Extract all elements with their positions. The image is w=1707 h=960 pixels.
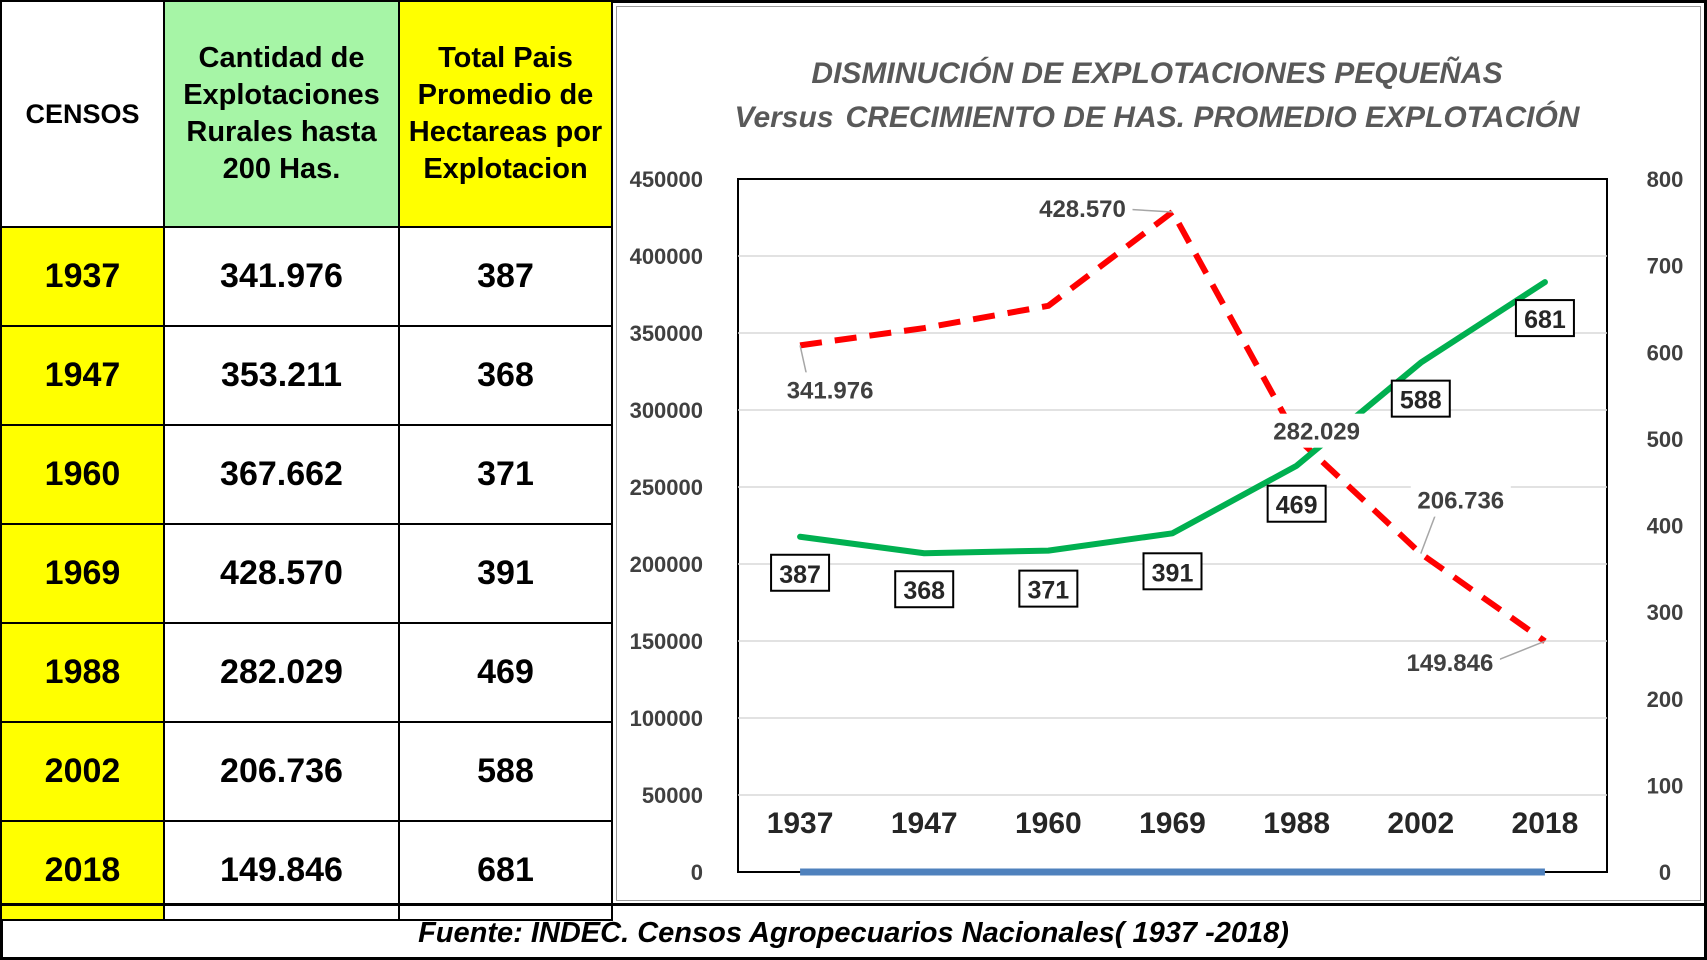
table-row: 1947 353.211 368: [0, 325, 613, 426]
data-label: 149.846: [1407, 650, 1494, 677]
row-year: 2002: [0, 721, 165, 822]
data-label-box: [1266, 484, 1327, 523]
row-explotaciones: 206.736: [163, 721, 400, 822]
chart-subtitle-main: CRECIMIENTO DE HAS. PROMEDIO EXPLOTACIÓN: [846, 100, 1581, 134]
table-row: 2002 206.736 588: [0, 721, 613, 822]
series-line-0: [799, 209, 1547, 644]
right-axis-tick-label: 400: [1647, 514, 1684, 539]
line-chart: DISMINUCIÓN DE EXPLOTACIONES PEQUEÑAS Ve…: [630, 56, 1684, 885]
chart-area: DISMINUCIÓN DE EXPLOTACIONES PEQUEÑAS Ve…: [616, 6, 1701, 901]
left-axis-tick-label: 450000: [630, 167, 703, 192]
data-label-box: [1142, 552, 1203, 591]
row-year: 1937: [0, 226, 165, 327]
left-axis-tick-label: 150000: [630, 629, 703, 654]
left-axis-tick-label: 250000: [630, 475, 703, 500]
left-axis-tick-label: 400000: [630, 244, 703, 269]
header-explotaciones: Cantidad de Explotaciones Rurales hasta …: [163, 0, 400, 228]
row-explotaciones: 341.976: [163, 226, 400, 327]
series-lines: [797, 209, 1548, 876]
data-label-box: [1018, 569, 1079, 608]
table-row: 1960 367.662 371: [0, 424, 613, 525]
row-year: 1988: [0, 622, 165, 723]
data-label-bg: [780, 372, 881, 407]
row-explotaciones: 353.211: [163, 325, 400, 426]
left-axis-tick-label: 100000: [630, 706, 703, 731]
data-label-box: [1514, 299, 1575, 338]
left-axis-tick-label: 350000: [630, 321, 703, 346]
data-label: 588: [1400, 387, 1442, 415]
row-year: 1960: [0, 424, 165, 525]
data-label: 282.029: [1273, 419, 1360, 446]
right-axis-tick-label: 600: [1647, 340, 1684, 365]
data-label: 469: [1276, 492, 1318, 520]
axis-ticks: 0 50000 100000 150000 200000 250000 300000 3500…: [630, 167, 1684, 885]
right-axis-tick-label: 0: [1659, 860, 1671, 885]
plot-area-border: [737, 178, 1608, 873]
data-label: 368: [903, 577, 945, 605]
x-axis-tick-label: 2018: [1512, 807, 1579, 840]
row-explotaciones: 282.029: [163, 622, 400, 723]
data-label: 206.736: [1417, 488, 1504, 515]
x-axis-tick-label: 2002: [1387, 807, 1454, 840]
source-footer: Fuente: INDEC. Censos Agropecuarios Naci…: [0, 903, 1707, 960]
data-label: 681: [1524, 306, 1566, 334]
row-promedio: 588: [398, 721, 613, 822]
data-label-bg: [1266, 413, 1367, 448]
x-axis-tick-label: 1937: [767, 807, 834, 840]
table-row: 1988 282.029 469: [0, 622, 613, 723]
left-axis-tick-label: 0: [691, 860, 703, 885]
left-axis-tick-label: 200000: [630, 552, 703, 577]
right-axis-tick-label: 800: [1647, 167, 1684, 192]
data-label-bg: [1399, 645, 1500, 680]
data-label-box: [894, 570, 955, 609]
data-label: 341.976: [787, 377, 874, 404]
row-year: 1969: [0, 523, 165, 624]
header-censos: CENSOS: [0, 0, 165, 228]
x-axis-tick-label: 1960: [1015, 807, 1082, 840]
x-axis-tick-label: 1947: [891, 807, 958, 840]
data-label: 387: [779, 561, 821, 589]
table-row: 1969 428.570 391: [0, 523, 613, 624]
data-label: 391: [1152, 559, 1194, 587]
row-year: 1947: [0, 325, 165, 426]
right-axis-tick-label: 100: [1647, 773, 1684, 798]
chart-subtitle-prefix: Versus: [735, 101, 834, 134]
x-axis-tick-label: 1969: [1139, 807, 1206, 840]
right-axis-tick-label: 200: [1647, 687, 1684, 712]
row-promedio: 391: [398, 523, 613, 624]
data-label-bg: [1032, 191, 1133, 226]
row-promedio: 469: [398, 622, 613, 723]
table-row: 1937 341.976 387: [0, 226, 613, 327]
data-labels: 341.976 428.570 282.029 206.736 149.846 387 36…: [770, 191, 1575, 680]
right-axis-tick-label: 500: [1647, 427, 1684, 452]
data-label-box: [770, 553, 831, 592]
left-axis-tick-label: 50000: [642, 783, 703, 808]
chart-title: DISMINUCIÓN DE EXPLOTACIONES PEQUEÑAS: [811, 56, 1502, 90]
series-line-1: [797, 279, 1548, 557]
left-axis-tick-label: 300000: [630, 398, 703, 423]
chart-subtitle: Versus CRECIMIENTO DE HAS. PROMEDIO EXPLO…: [735, 100, 1581, 134]
row-explotaciones: 428.570: [163, 523, 400, 624]
row-promedio: 371: [398, 424, 613, 525]
row-explotaciones: 367.662: [163, 424, 400, 525]
right-axis-tick-label: 700: [1647, 254, 1684, 279]
right-axis-tick-label: 300: [1647, 600, 1684, 625]
table-header-row: CENSOS Cantidad de Explotaciones Rurales…: [0, 0, 613, 228]
x-axis-tick-label: 1988: [1263, 807, 1330, 840]
data-label-box: [1390, 379, 1451, 418]
row-promedio: 387: [398, 226, 613, 327]
data-label: 428.570: [1039, 196, 1126, 223]
grid-lines: [738, 255, 1607, 796]
row-promedio: 368: [398, 325, 613, 426]
header-promedio: Total Pais Promedio de Hectareas por Exp…: [398, 0, 613, 228]
data-label-bg: [1410, 482, 1511, 517]
census-table: CENSOS Cantidad de Explotaciones Rurales…: [0, 0, 613, 921]
data-label: 371: [1027, 577, 1069, 605]
